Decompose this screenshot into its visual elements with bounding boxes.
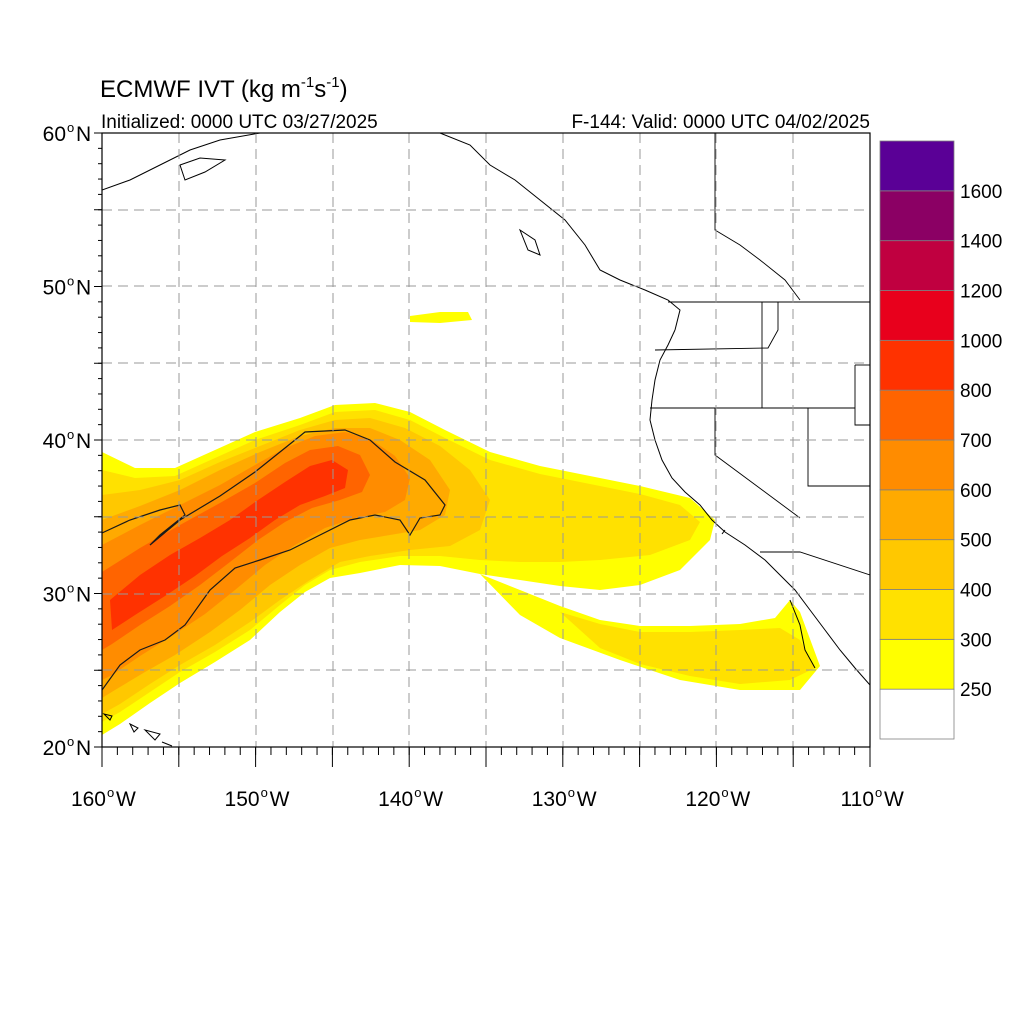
- colorbar-label: 1000: [960, 331, 1002, 352]
- colorbar-swatch: [879, 389, 955, 441]
- lon-label: 110: [841, 788, 874, 811]
- degree-symbol: o: [67, 581, 74, 596]
- degree-symbol: o: [107, 785, 114, 800]
- colorbar-label: 400: [960, 581, 992, 602]
- colorbar-swatch: [879, 589, 955, 640]
- colorbar-swatch: [879, 290, 955, 341]
- lon-label: 150: [225, 788, 260, 811]
- graticule: [102, 133, 870, 747]
- lon-hemisphere: W: [423, 788, 443, 811]
- lat-label: 20: [43, 737, 66, 760]
- colorbar-label: 250: [960, 680, 992, 701]
- subtitle-valid: F-144: Valid: 0000 UTC 04/02/2025: [571, 112, 870, 133]
- degree-symbol: o: [67, 274, 74, 289]
- state-borders: [650, 133, 870, 576]
- ivt-contour-800: [110, 460, 348, 630]
- colorbar-swatch: [879, 190, 955, 242]
- colorbar-label: 500: [960, 531, 992, 552]
- degree-symbol: o: [414, 785, 421, 800]
- lon-hemisphere: W: [116, 788, 136, 811]
- colorbar-swatch: [879, 688, 955, 740]
- colorbar-label: 300: [960, 630, 992, 651]
- lat-label: 50: [43, 277, 66, 300]
- lat-label: 30: [43, 584, 66, 607]
- colorbar-swatch: [879, 638, 955, 690]
- ivt-contour-300-south: [560, 612, 815, 684]
- lat-label: 40: [43, 430, 66, 453]
- colorbar-swatch: [879, 140, 955, 192]
- degree-symbol: o: [875, 785, 882, 800]
- title-main: ECMWF IVT (kg m: [100, 76, 301, 103]
- degree-symbol: o: [67, 427, 74, 442]
- colorbar-swatch: [879, 339, 955, 391]
- lon-label: 120: [685, 788, 720, 811]
- colorbar-swatch: [879, 240, 955, 291]
- colorbar-swatch: [879, 489, 955, 541]
- degree-symbol: o: [67, 734, 74, 749]
- lat-hemisphere: N: [76, 584, 91, 607]
- lon-label: 130: [532, 788, 567, 811]
- degree-symbol: o: [67, 120, 74, 135]
- lat-hemisphere: N: [76, 277, 91, 300]
- colorbar-label: 1200: [960, 282, 1002, 303]
- colorbar-label: 600: [960, 481, 992, 502]
- lat-hemisphere: N: [76, 430, 91, 453]
- axis-ticks: [94, 132, 871, 767]
- colorbar-swatch: [879, 439, 955, 491]
- title-s: s: [314, 76, 326, 103]
- subtitle-initialized: Initialized: 0000 UTC 03/27/2025: [101, 112, 378, 133]
- lat-hemisphere: N: [76, 123, 91, 146]
- degree-symbol: o: [261, 785, 268, 800]
- title-sup-2: -1: [326, 74, 339, 91]
- degree-symbol: o: [568, 785, 575, 800]
- lon-hemisphere: W: [730, 788, 750, 811]
- longitude-labels: 160 o W 150 o W 140 o W 130 o W 120 o W 110 o W: [71, 785, 904, 811]
- ivt-patch-north: [410, 312, 472, 323]
- lon-hemisphere: W: [884, 788, 904, 811]
- colorbar-label: 700: [960, 431, 992, 452]
- latitude-labels: 60 o N50 o N40 o N30 o N20 o N: [43, 120, 92, 760]
- title-sup-1: -1: [301, 74, 314, 91]
- colorbar-label: 1600: [960, 182, 1002, 203]
- colorbar-swatch: [879, 539, 955, 590]
- lon-label: 160: [71, 788, 106, 811]
- lat-hemisphere: N: [76, 737, 91, 760]
- ivt-contour-line: [102, 429, 446, 691]
- ivt-shading: [102, 312, 820, 735]
- colorbar: 250 300 400 500 600 700 800 1000 1200 1400 1600: [879, 140, 1002, 740]
- lon-label: 140: [378, 788, 413, 811]
- coastlines: [102, 133, 870, 747]
- lon-hemisphere: W: [577, 788, 597, 811]
- lat-label: 60: [43, 123, 66, 146]
- colorbar-label: 800: [960, 381, 992, 402]
- colorbar-label: 1400: [960, 232, 1002, 253]
- lon-hemisphere: W: [270, 788, 290, 811]
- title-end: ): [340, 76, 348, 103]
- figure-title: ECMWF IVT (kg m-1s-1): [100, 74, 348, 103]
- degree-symbol: o: [721, 785, 728, 800]
